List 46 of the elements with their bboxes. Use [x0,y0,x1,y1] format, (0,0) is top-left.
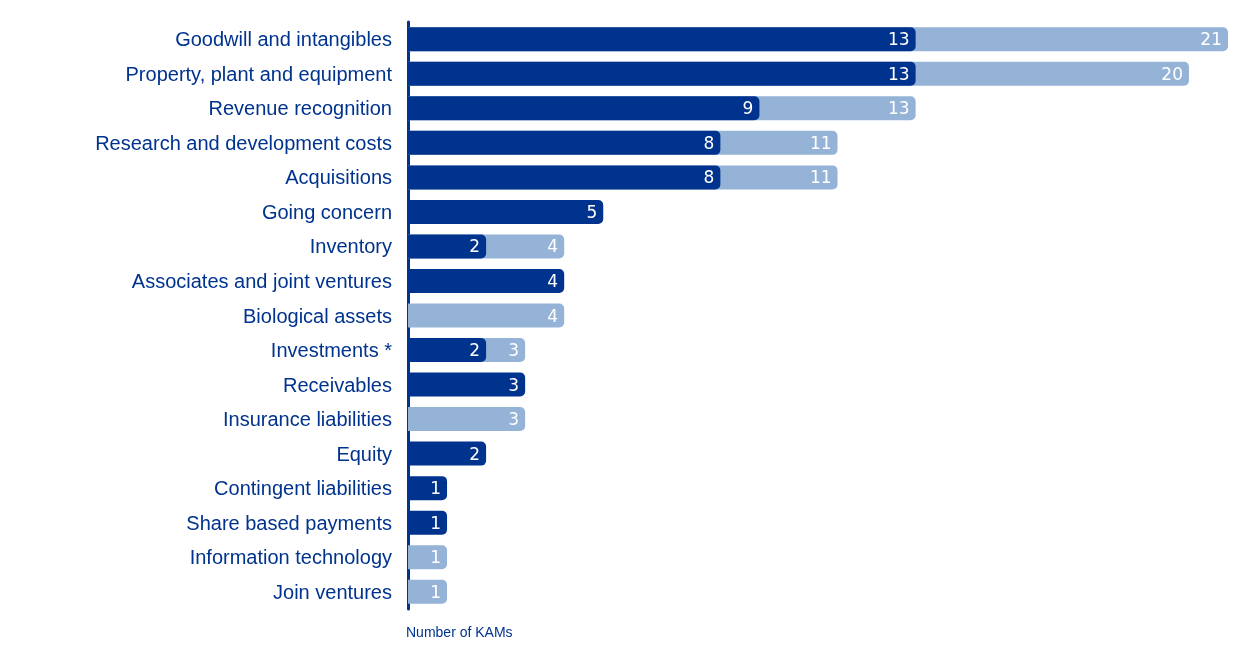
data-label: 2 [469,443,481,464]
data-label: 4 [547,270,559,291]
y-tick-label: Revenue recognition [208,97,392,120]
y-tick-label: Join ventures [273,580,392,603]
y-tick-label: Research and development costs [95,131,392,154]
y-tick-label: Contingent liabilities [214,477,392,500]
bar [408,303,565,328]
data-label: 1 [430,512,442,533]
data-label: 8 [703,132,715,153]
data-label: 4 [547,236,559,257]
data-label: 3 [508,409,520,430]
data-label: 11 [809,132,832,153]
y-tick-label: Insurance liabilities [223,408,392,431]
data-label: 13 [887,63,910,84]
y-tick-label: Biological assets [243,304,392,327]
data-label: 9 [742,98,754,119]
data-label: 5 [586,201,598,222]
y-tick-label: Acquisitions [285,166,392,189]
y-tick-label: Inventory [309,235,392,258]
data-label: 3 [508,340,520,361]
data-label: 1 [430,581,442,602]
data-label: 20 [1161,63,1183,84]
bar [408,579,448,604]
y-tick-label: Going concern [261,200,392,223]
data-label: 13 [887,98,910,119]
y-tick-label: Receivables [283,373,392,396]
y-tick-label: Investments * [270,339,393,362]
data-label: 2 [469,236,481,257]
data-label: 11 [809,167,832,188]
data-label: 13 [887,29,910,50]
x-axis-title: Number of KAMs [406,624,513,640]
bar [408,545,448,570]
y-tick-label: Goodwill and intangibles [175,28,392,51]
y-tick-label: Information technology [189,546,392,569]
y-tick-label: Share based payments [186,511,392,534]
data-label: 1 [430,478,442,499]
data-label: 1 [430,547,442,568]
y-tick-label: Associates and joint ventures [131,269,392,292]
bar [408,407,526,432]
data-label: 21 [1200,29,1222,50]
data-label: 3 [508,374,520,395]
y-tick-label: Property, plant and equipment [125,62,393,85]
y-tick-label: Equity [336,442,392,465]
data-label: 4 [547,305,559,326]
data-label: 2 [469,340,481,361]
data-label: 8 [703,167,715,188]
